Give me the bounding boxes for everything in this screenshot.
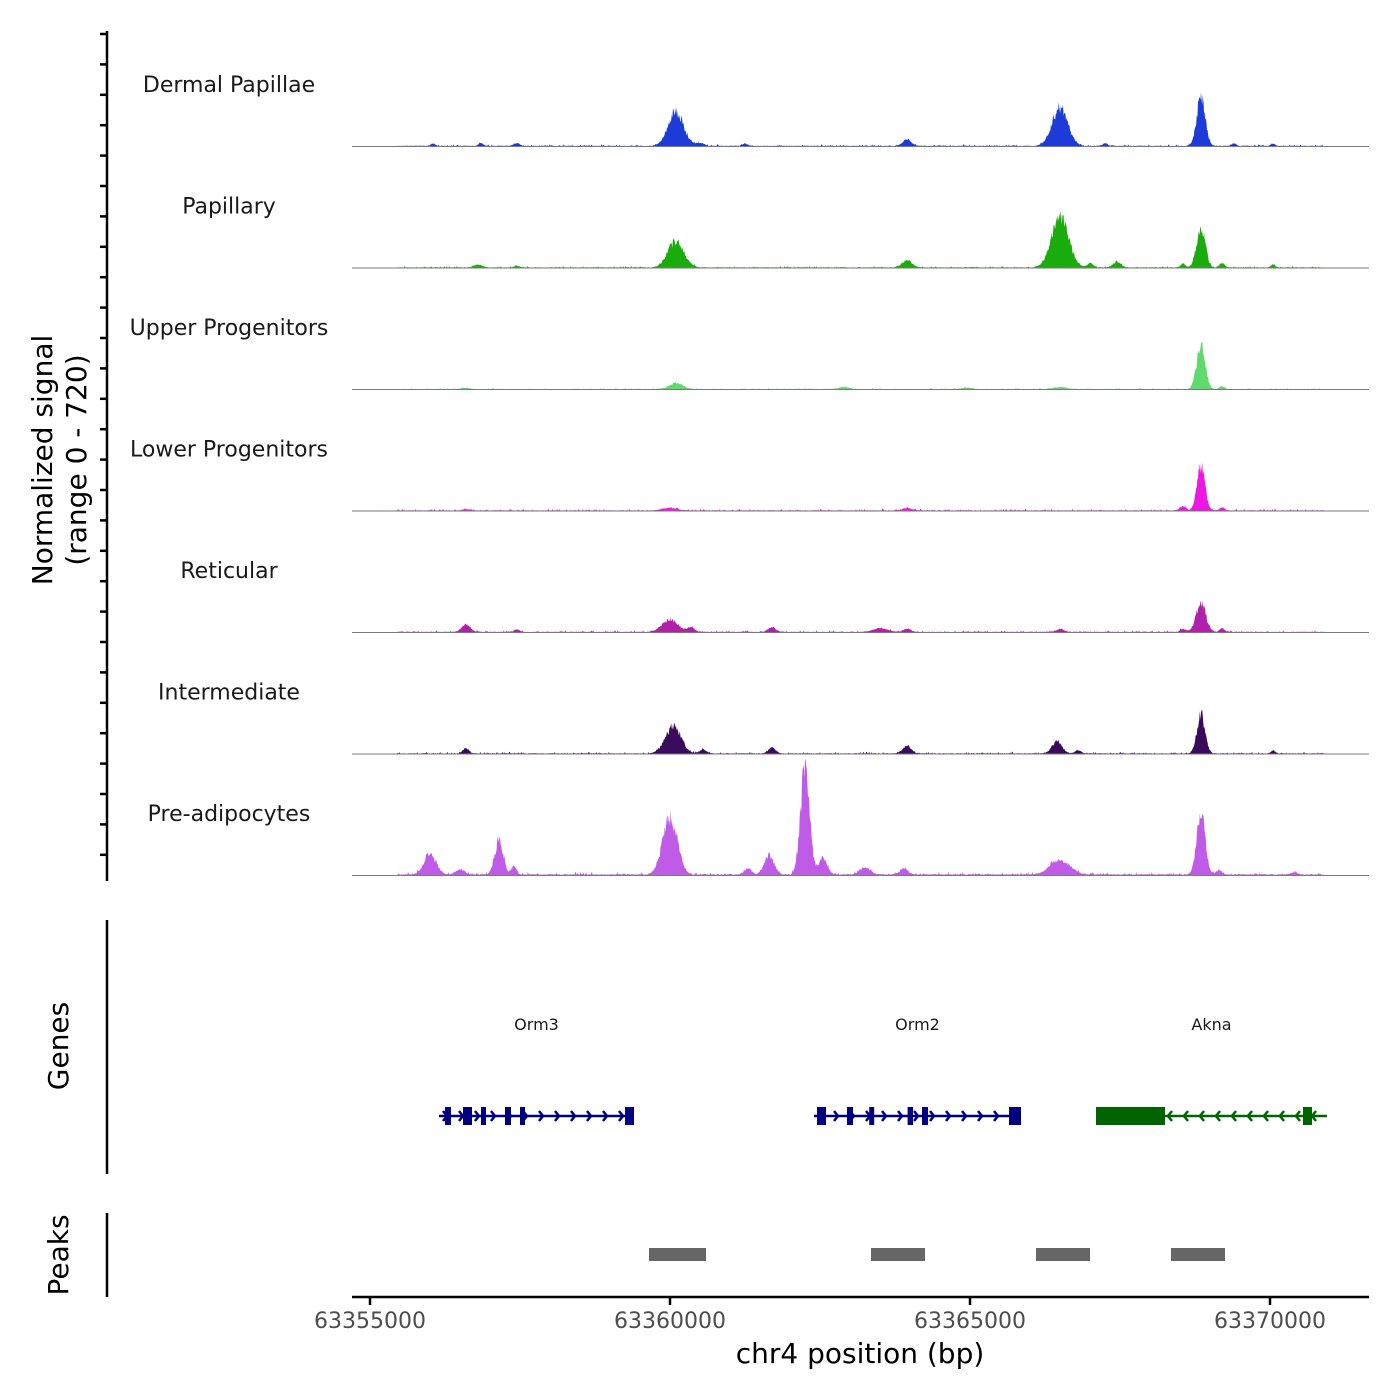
peak-region <box>1171 1248 1225 1261</box>
strand-arrow <box>897 1110 904 1122</box>
strand-arrow <box>490 1110 497 1122</box>
gene-exon <box>847 1107 853 1125</box>
track-pre-adipocytes: Pre-adipocytes <box>148 759 1369 876</box>
track-upper-progenitors: Upper Progenitors <box>130 316 1369 390</box>
y-axis-title-line2: (range 0 - 720) <box>60 354 93 565</box>
track-label: Lower Progenitors <box>130 438 328 463</box>
strand-arrow <box>618 1110 625 1122</box>
track-label: Pre-adipocytes <box>148 802 311 827</box>
strand-arrow <box>977 1110 984 1122</box>
peaks-axis-title: Peaks <box>42 1214 75 1295</box>
x-tick-label: 63365000 <box>914 1309 1026 1334</box>
strand-arrow <box>913 1110 920 1122</box>
gene-exon <box>1096 1107 1165 1125</box>
strand-arrow <box>1278 1110 1285 1122</box>
strand-arrow <box>1262 1110 1269 1122</box>
gene-label: Akna <box>1191 1015 1231 1034</box>
strand-arrow <box>570 1110 577 1122</box>
track-lower-progenitors: Lower Progenitors <box>130 438 1369 512</box>
strand-arrow <box>538 1110 545 1122</box>
strand-arrow <box>833 1110 840 1122</box>
peak-region <box>649 1248 706 1261</box>
strand-arrow <box>554 1110 561 1122</box>
x-tick-label: 63370000 <box>1214 1309 1326 1334</box>
gene-exon <box>463 1107 472 1125</box>
gene-track: Orm3 Orm2 Akna <box>439 1015 1327 1125</box>
x-tick-label: 63360000 <box>614 1309 726 1334</box>
track-label: Dermal Papillae <box>143 73 315 98</box>
strand-arrow <box>929 1110 936 1122</box>
gene-exon <box>907 1107 913 1125</box>
strand-arrow <box>586 1110 593 1122</box>
strand-arrow <box>945 1110 952 1122</box>
strand-arrow <box>602 1110 609 1122</box>
signal-area <box>397 210 1324 268</box>
gene-exon <box>445 1107 451 1125</box>
gene-exon <box>505 1107 511 1125</box>
y-axis-title-line1: Normalized signal <box>26 335 59 586</box>
track-label: Papillary <box>182 195 276 220</box>
signal-area <box>397 341 1324 390</box>
signal-area <box>397 462 1324 511</box>
strand-arrow <box>1230 1110 1237 1122</box>
strand-arrow <box>1198 1110 1205 1122</box>
strand-arrow <box>1182 1110 1189 1122</box>
strand-arrow <box>1214 1110 1221 1122</box>
signal-area <box>397 709 1324 754</box>
strand-arrow <box>474 1110 481 1122</box>
peak-track <box>649 1248 1225 1261</box>
gene-exon <box>922 1107 928 1125</box>
gene-exon <box>625 1107 634 1125</box>
strand-arrow <box>961 1110 968 1122</box>
gene-akna: Akna <box>1096 1015 1327 1125</box>
x-tick-label: 63355000 <box>314 1309 426 1334</box>
gene-label: Orm3 <box>514 1015 559 1034</box>
signal-area <box>397 759 1324 876</box>
signal-area <box>397 92 1324 147</box>
gene-orm2: Orm2 <box>814 1015 1021 1125</box>
signal-y-axis-ticks <box>100 32 107 857</box>
track-dermal-papillae: Dermal Papillae <box>143 73 1369 147</box>
x-axis-ticks: 63355000 63360000 63365000 63370000 <box>314 1297 1326 1334</box>
track-intermediate: Intermediate <box>158 681 1369 755</box>
signal-tracks: Dermal Papillae Papillary Upper Progenitor… <box>130 73 1369 876</box>
gene-exon <box>481 1107 486 1125</box>
strand-arrow <box>881 1110 888 1122</box>
strand-arrow <box>1246 1110 1253 1122</box>
gene-exon <box>817 1107 826 1125</box>
gene-label: Orm2 <box>895 1015 940 1034</box>
track-label: Reticular <box>180 559 278 584</box>
track-reticular: Reticular <box>180 559 1369 633</box>
track-label: Intermediate <box>158 681 300 706</box>
strand-arrow <box>1166 1110 1173 1122</box>
track-label: Upper Progenitors <box>130 316 329 341</box>
gene-exon <box>1009 1107 1021 1125</box>
gene-exon <box>869 1107 875 1125</box>
signal-area <box>397 600 1324 633</box>
track-papillary: Papillary <box>182 195 1369 269</box>
gene-exon <box>520 1107 525 1125</box>
strand-arrow <box>1294 1110 1301 1122</box>
x-axis-title: chr4 position (bp) <box>736 1337 985 1370</box>
gene-orm3: Orm3 <box>439 1015 634 1125</box>
peak-region <box>871 1248 925 1261</box>
strand-arrow <box>993 1110 1000 1122</box>
gene-exon <box>1303 1107 1312 1125</box>
genes-axis-title: Genes <box>42 1002 75 1090</box>
peak-region <box>1036 1248 1090 1261</box>
